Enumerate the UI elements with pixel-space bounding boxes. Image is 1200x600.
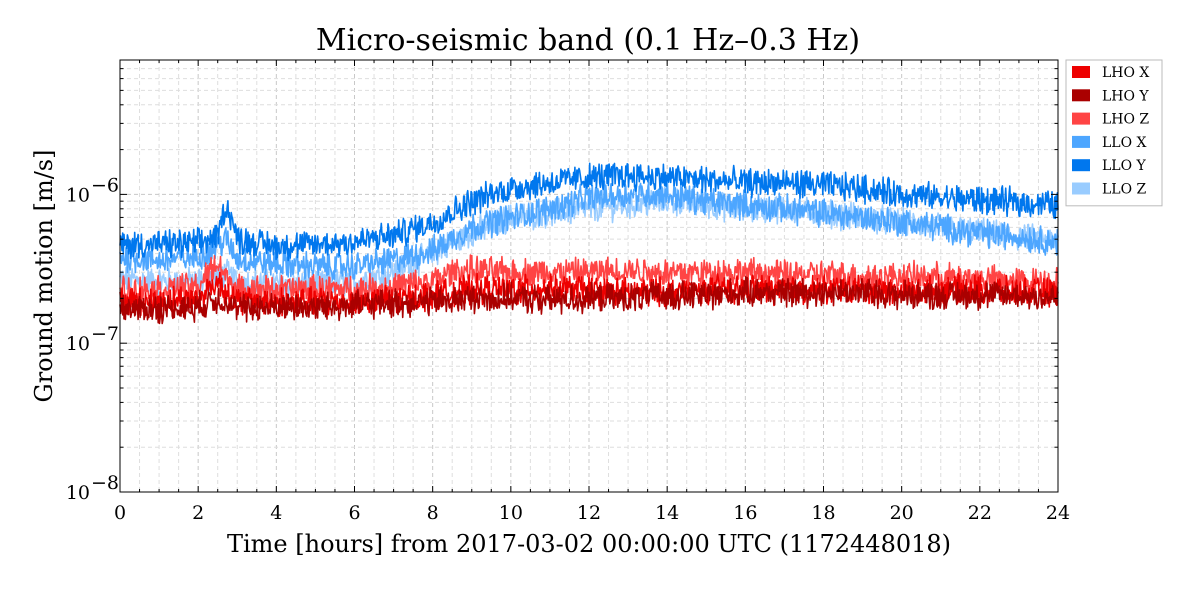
x-axis: 0 2 4 6 8 10 12 14 16 18 20 22 24	[114, 60, 1070, 524]
legend-swatch-llo-y	[1072, 159, 1090, 172]
x-tick-label: 12	[577, 502, 601, 524]
y-tick-label-exponent: −8	[91, 472, 119, 494]
series-line-llo-x	[119, 180, 1059, 281]
y-axis: 10−810−710−6	[66, 59, 1058, 504]
x-tick-label: 20	[890, 502, 914, 524]
y-tick-label-exponent: −7	[91, 323, 119, 345]
legend-swatch-llo-z	[1072, 182, 1090, 195]
chart-title: Micro-seismic band (0.1 Hz–0.3 Hz)	[316, 23, 860, 58]
legend: LHO X LHO Y LHO Z LLO X LLO Y LLO Z	[1065, 59, 1163, 207]
legend-swatch-lho-y	[1072, 89, 1090, 102]
y-axis-label: Ground motion [m/s]	[30, 150, 58, 403]
series-line-llo-y	[119, 162, 1059, 262]
x-tick-label: 10	[499, 502, 523, 524]
y-tick-label: 10	[66, 333, 90, 355]
y-tick-label-exponent: −6	[91, 174, 119, 196]
x-axis-label: Time [hours] from 2017-03-02 00:00:00 UT…	[227, 530, 951, 558]
x-tick-label: 0	[114, 502, 126, 524]
x-tick-label: 2	[192, 502, 204, 524]
legend-label: LHO X	[1102, 65, 1149, 81]
legend-swatch-lho-z	[1072, 112, 1090, 125]
x-tick-label: 16	[733, 502, 757, 524]
x-tick-label: 22	[968, 502, 992, 524]
legend-label: LLO Z	[1102, 182, 1147, 198]
legend-swatch-llo-x	[1072, 135, 1090, 148]
y-tick-label: 10	[66, 482, 90, 504]
x-tick-label: 6	[348, 502, 360, 524]
legend-label: LHO Y	[1102, 88, 1149, 104]
x-tick-label: 8	[427, 502, 439, 524]
plot-lines	[119, 162, 1059, 325]
series-line-lho-y	[119, 275, 1059, 325]
x-tick-label: 4	[270, 502, 282, 524]
x-tick-label: 18	[811, 502, 835, 524]
y-tick-label: 10	[66, 184, 90, 206]
legend-box	[1065, 59, 1163, 207]
legend-swatch-lho-x	[1072, 66, 1090, 78]
legend-label: LHO Z	[1102, 112, 1149, 128]
legend-label: LLO Y	[1102, 158, 1147, 174]
legend-label: LLO X	[1102, 135, 1147, 151]
x-tick-label: 14	[655, 502, 679, 524]
x-tick-label: 24	[1046, 502, 1070, 524]
